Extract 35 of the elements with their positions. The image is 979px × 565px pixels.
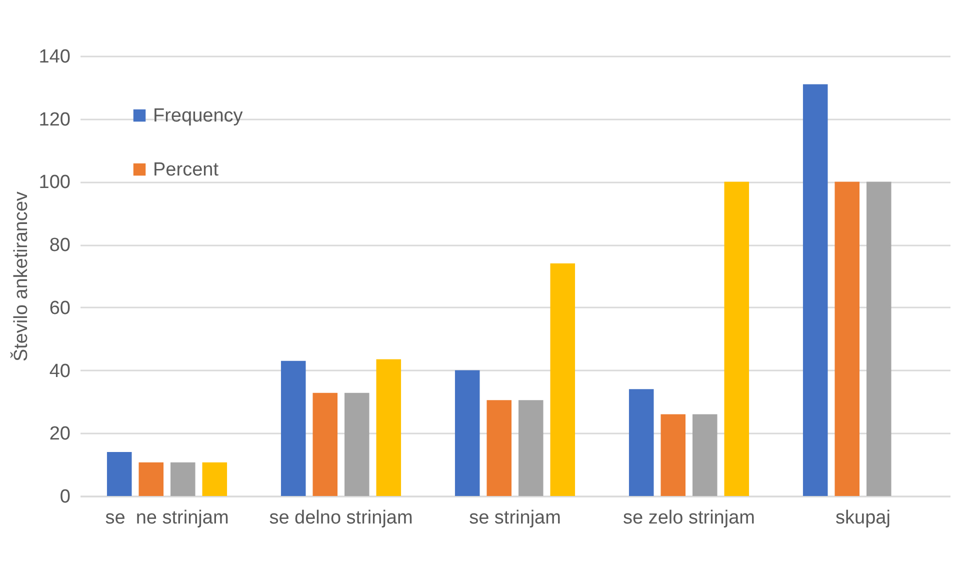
bar [518,400,544,496]
bar [724,182,750,496]
bar [202,462,228,496]
y-tick-label: 140 [38,46,70,68]
bar [312,392,338,496]
legend-label: Frequency [153,106,244,126]
bar [344,392,370,496]
y-tick-label: 20 [49,424,70,445]
bar [138,462,164,496]
y-axis-title: Število anketirancev [10,190,32,362]
bar [454,370,480,496]
bar [280,360,306,496]
y-tick-label: 120 [38,109,70,130]
bar [106,452,132,496]
bar [692,414,718,496]
x-tick-label: se zelo strinjam [623,508,755,528]
bar [486,400,512,496]
bar [550,263,576,496]
y-tick-label: 0 [60,486,70,508]
x-tick-label: se delno strinjam [269,508,413,528]
y-tick-label: 80 [49,235,70,256]
bar [628,389,654,496]
legend-label: Percent [153,160,220,180]
bar [802,84,828,496]
bar [866,182,892,496]
x-tick-label: skupaj [836,508,890,528]
y-tick-label: 100 [38,172,70,194]
y-tick-label: 60 [49,298,70,319]
x-tick-label: se strinjam [469,508,561,528]
y-tick-label: 40 [49,360,70,382]
bar [834,182,860,496]
x-tick-label: se ne strinjam [105,508,229,528]
bar [376,359,402,496]
bar [170,462,196,496]
bar [660,414,686,496]
